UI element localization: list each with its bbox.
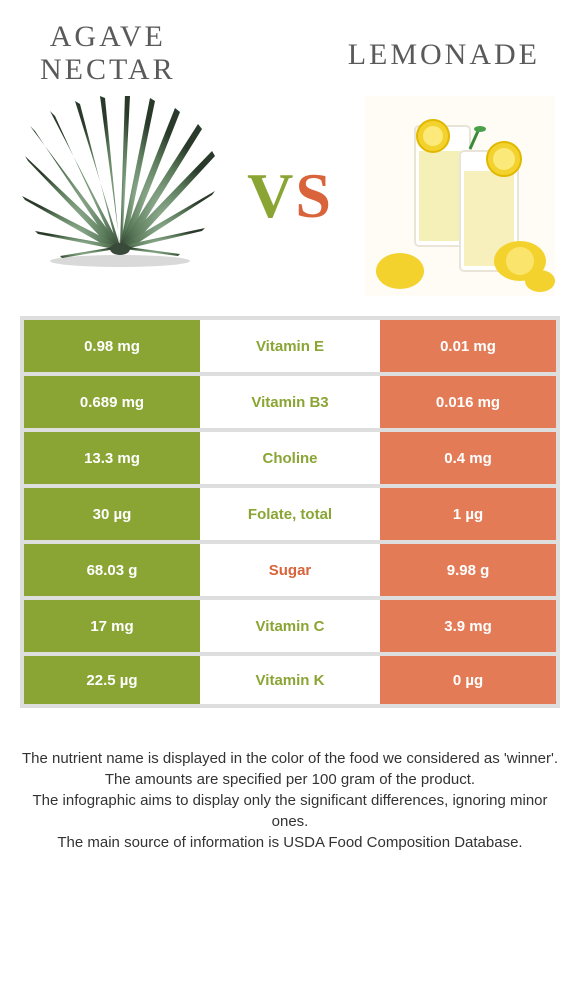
lemonade-image [360, 96, 560, 296]
agave-image [20, 96, 220, 296]
right-value-cell: 3.9 mg [380, 596, 560, 652]
comparison-table: 0.98 mgVitamin E0.01 mg0.689 mgVitamin B… [20, 316, 560, 708]
table-row: 68.03 gSugar9.98 g [20, 540, 560, 596]
table-row: 13.3 mgCholine0.4 mg [20, 428, 560, 484]
left-value-cell: 13.3 mg [20, 428, 200, 484]
right-value-cell: 0.4 mg [380, 428, 560, 484]
footer-line-3: The infographic aims to display only the… [20, 790, 560, 832]
images-row: VS [0, 86, 580, 316]
nutrient-label-cell: Sugar [200, 540, 380, 596]
nutrient-label-cell: Vitamin B3 [200, 372, 380, 428]
nutrient-label-cell: Folate, total [200, 484, 380, 540]
agave-plant-icon [20, 96, 220, 296]
table-row: 30 µgFolate, total1 µg [20, 484, 560, 540]
lemonade-glass-icon [365, 96, 555, 296]
header: AGAVE NECTAR LEMONADE [0, 0, 580, 86]
left-value-cell: 0.689 mg [20, 372, 200, 428]
right-value-cell: 0 µg [380, 652, 560, 708]
nutrient-label-cell: Choline [200, 428, 380, 484]
footer-line-1: The nutrient name is displayed in the co… [20, 748, 560, 769]
footer-line-4: The main source of information is USDA F… [20, 832, 560, 853]
table-row: 17 mgVitamin C3.9 mg [20, 596, 560, 652]
table-row: 0.98 mgVitamin E0.01 mg [20, 316, 560, 372]
table-row: 22.5 µgVitamin K0 µg [20, 652, 560, 708]
footer-notes: The nutrient name is displayed in the co… [0, 748, 580, 853]
table-row: 0.689 mgVitamin B30.016 mg [20, 372, 560, 428]
nutrient-label-cell: Vitamin E [200, 316, 380, 372]
left-title-line2: NECTAR [40, 53, 176, 86]
left-title: AGAVE NECTAR [40, 20, 176, 86]
nutrient-label-cell: Vitamin K [200, 652, 380, 708]
vs-label: VS [247, 159, 333, 233]
right-value-cell: 9.98 g [380, 540, 560, 596]
left-value-cell: 30 µg [20, 484, 200, 540]
right-value-cell: 0.01 mg [380, 316, 560, 372]
left-value-cell: 22.5 µg [20, 652, 200, 708]
vs-s: S [295, 160, 333, 231]
right-value-cell: 0.016 mg [380, 372, 560, 428]
left-value-cell: 17 mg [20, 596, 200, 652]
left-title-line1: AGAVE [50, 20, 166, 53]
left-value-cell: 68.03 g [20, 540, 200, 596]
left-value-cell: 0.98 mg [20, 316, 200, 372]
right-value-cell: 1 µg [380, 484, 560, 540]
footer-line-2: The amounts are specified per 100 gram o… [20, 769, 560, 790]
right-title: LEMONADE [348, 38, 540, 71]
vs-v: V [247, 160, 295, 231]
nutrient-label-cell: Vitamin C [200, 596, 380, 652]
